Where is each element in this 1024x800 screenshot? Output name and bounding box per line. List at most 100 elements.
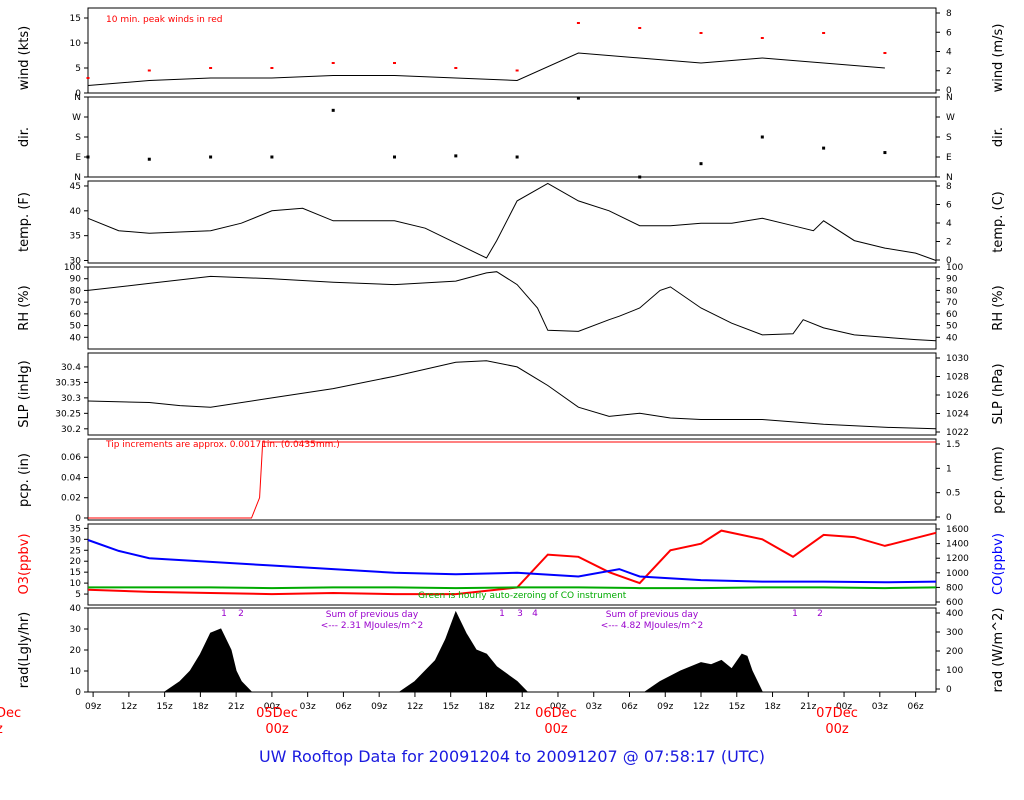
x-tick-label: 06z	[335, 702, 351, 712]
radiation-marker: 2	[238, 609, 244, 619]
y-tick-label-right-RH: 60	[946, 310, 958, 320]
data-point-direction	[86, 155, 90, 159]
x-tick-label: 15z	[157, 702, 173, 712]
y-axis-label-SLP: SLP (inHg)	[17, 360, 32, 428]
x-tick-label: 21z	[800, 702, 816, 712]
x-tick-label: 03z	[300, 702, 316, 712]
data-point-direction	[638, 175, 642, 179]
data-point-direction	[576, 96, 580, 100]
series-line-wind	[87, 52, 885, 86]
y-axis-label-temp: temp. (F)	[17, 192, 32, 252]
x-tick-label: 00z	[550, 702, 566, 712]
y-tick-label-dir: N	[74, 93, 81, 103]
y-tick-label-wind: 10	[70, 39, 82, 49]
y-axis-label-O3-CO: O3(ppbv)	[17, 533, 32, 594]
y-tick-label-right-O3-CO: 1600	[946, 525, 969, 535]
y-tick-label-radiation: 0	[75, 688, 81, 698]
peak-wind-dot	[86, 77, 90, 79]
y-tick-label-right-dir: S	[946, 133, 952, 143]
y-axis-label-right-O3-CO: CO(ppbv)	[991, 533, 1006, 595]
y-tick-label-right-radiation: 200	[946, 647, 963, 657]
y-tick-label-right-wind: 0	[946, 86, 952, 96]
y-tick-label-O3-CO: 10	[70, 579, 82, 589]
y-tick-label-right-RH: 90	[946, 275, 958, 285]
peak-wind-dot	[209, 67, 213, 69]
y-tick-label-right-dir: W	[946, 113, 955, 123]
y-tick-label-SLP: 30.3	[61, 394, 81, 404]
y-tick-label-right-RH: 40	[946, 333, 958, 343]
data-point-direction	[209, 155, 213, 159]
day-label-date: 07Dec	[816, 706, 858, 721]
y-tick-label-wind: 5	[75, 64, 81, 74]
radiation-annotation: Sum of previous day	[326, 610, 419, 620]
y-axis-label-precip: pcp. (in)	[17, 453, 32, 507]
x-tick-label: 00z	[836, 702, 852, 712]
y-axis-label-RH: RH (%)	[17, 285, 32, 330]
x-tick-label: 00z	[264, 702, 280, 712]
radiation-marker: 3	[517, 609, 523, 619]
radiation-marker: 1	[499, 609, 505, 619]
panel-frame-dir	[87, 96, 937, 178]
y-tick-label-right-dir: N	[946, 173, 953, 183]
x-tick-label: 06z	[621, 702, 637, 712]
y-tick-label-RH: 50	[70, 322, 82, 332]
day-label-time: 00z	[825, 722, 849, 737]
y-tick-label-right-temp: 6	[946, 201, 952, 211]
y-tick-label-SLP: 30.25	[55, 409, 81, 419]
y-tick-label-O3-CO: 25	[70, 546, 81, 556]
y-tick-label-O3-CO: 30	[70, 535, 82, 545]
series-line-relative-humidity	[87, 271, 937, 342]
y-tick-label-O3-CO: 5	[75, 590, 81, 600]
y-tick-label-SLP: 30.2	[61, 425, 81, 435]
data-point-direction	[883, 151, 887, 155]
y-axis-label-right-temp: temp. (C)	[991, 191, 1006, 253]
day-label-date: 06Dec	[535, 706, 577, 721]
y-tick-label-right-radiation: 0	[946, 685, 952, 695]
y-tick-label-temp: 45	[70, 182, 81, 192]
x-tick-label: 06z	[907, 702, 923, 712]
radiation-marker: 2	[817, 609, 823, 619]
peak-wind-dot	[515, 69, 519, 72]
data-point-direction	[822, 146, 826, 150]
data-point-direction	[454, 154, 458, 158]
y-tick-label-right-SLP: 1026	[946, 391, 969, 401]
panel-frame-wind	[87, 7, 937, 94]
y-tick-label-right-wind: 4	[946, 48, 952, 58]
data-point-direction	[270, 155, 274, 159]
y-tick-label-dir: S	[75, 133, 81, 143]
figure-title: UW Rooftop Data for 20091204 to 20091207…	[258, 747, 766, 766]
y-tick-label-dir: E	[75, 153, 81, 163]
y-tick-label-radiation: 10	[70, 667, 82, 677]
y-tick-label-precip: 0	[75, 514, 81, 524]
precip-tip-annotation: Tip increments are approx. 0.00171in. (0…	[105, 440, 340, 450]
y-tick-label-right-O3-CO: 600	[946, 598, 963, 608]
y-tick-label-wind: 15	[70, 14, 81, 24]
peak-wind-dot	[331, 62, 335, 64]
y-tick-label-RH: 70	[70, 298, 82, 308]
series-line-accumulated-precipitation	[88, 441, 936, 519]
y-axis-label-radiation: rad(Lgly/hr)	[17, 612, 32, 688]
y-tick-label-right-O3-CO: 1000	[946, 569, 969, 579]
y-tick-label-RH: 90	[70, 275, 82, 285]
peak-wind-dot	[454, 67, 458, 69]
y-tick-label-precip: 0.04	[61, 473, 81, 483]
y-tick-label-RH: 40	[70, 333, 82, 343]
y-tick-label-temp: 30	[70, 257, 82, 267]
series-line-o3	[87, 529, 937, 596]
y-tick-label-precip: 0.06	[61, 453, 81, 463]
data-point-direction	[699, 162, 703, 166]
y-tick-label-wind: 0	[75, 89, 81, 99]
y-tick-label-right-dir: E	[946, 153, 952, 163]
y-tick-label-right-precip: 1.5	[946, 440, 960, 450]
x-tick-label: 12z	[121, 702, 137, 712]
y-tick-label-radiation: 30	[70, 625, 82, 635]
y-tick-label-right-radiation: 400	[946, 609, 963, 619]
x-tick-label: 21z	[228, 702, 244, 712]
y-tick-label-temp: 40	[70, 207, 82, 217]
radiation-annotation: <--- 4.82 MJoules/m^2	[601, 621, 703, 631]
y-tick-label-RH: 100	[64, 263, 81, 273]
y-tick-label-precip: 0.02	[61, 494, 81, 504]
y-tick-label-right-precip: 0.5	[946, 489, 960, 499]
y-tick-label-right-wind: 6	[946, 28, 952, 38]
